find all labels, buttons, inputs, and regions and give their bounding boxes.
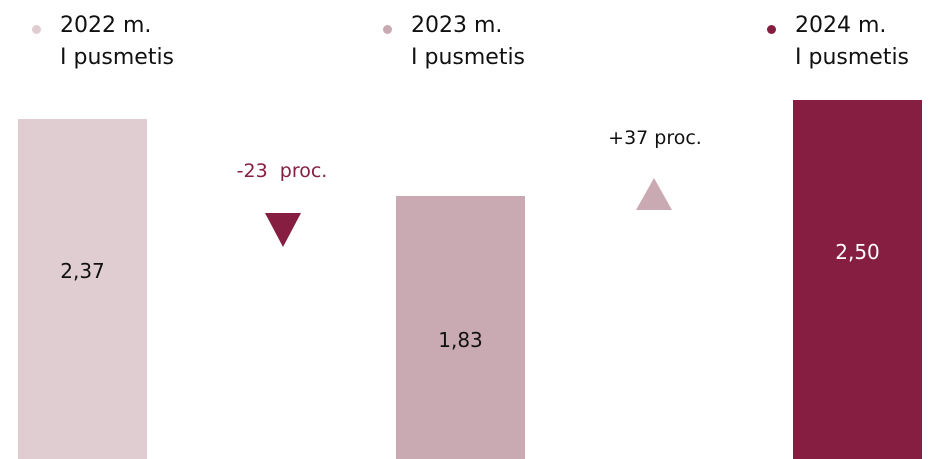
legend-dot [767,25,776,34]
bar: 1,83 [396,196,525,459]
change-label: -23 proc. [236,160,328,182]
value-label: 1,83 [438,327,483,352]
bar: 2,50 [793,100,922,459]
category-label: 2022 m. I pusmetis [60,13,175,70]
down-arrow [265,213,301,247]
value-label: 2,37 [60,258,105,283]
bar: 2,37 [18,118,147,459]
legend-dot [383,25,392,34]
change-label: +37 proc. [608,127,702,149]
legend-dot [32,25,41,34]
category-label: 2023 m. I pusmetis [411,13,526,70]
value-label: 2,50 [835,240,880,264]
up-arrow [636,178,672,210]
category-label: 2024 m. I pusmetis [795,13,910,70]
